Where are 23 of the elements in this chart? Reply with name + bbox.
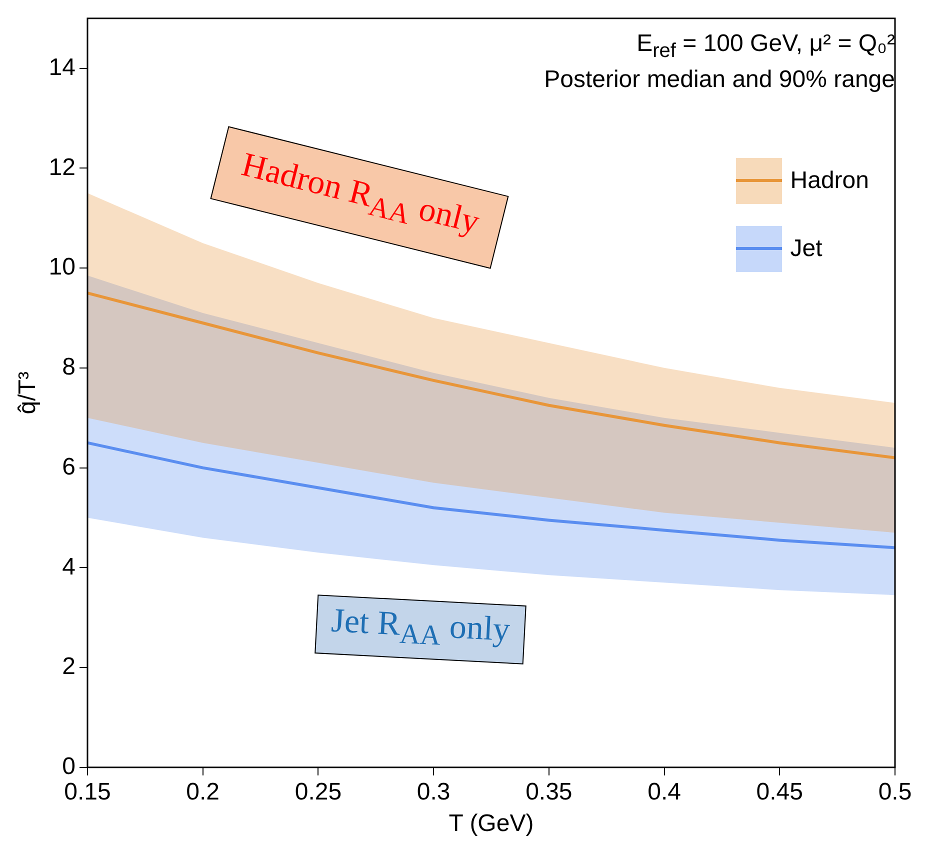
- x-tick-label: 0.45: [756, 778, 803, 806]
- x-tick-label: 0.5: [878, 778, 912, 806]
- x-axis-title: T (GeV): [448, 810, 534, 838]
- annotation: Posterior median and 90% range: [544, 66, 895, 94]
- x-tick-label: 0.3: [416, 778, 450, 806]
- x-tick-label: 0.25: [294, 778, 342, 806]
- y-tick-label: 8: [62, 354, 76, 381]
- legend-label: Jet: [790, 235, 822, 263]
- x-tick-label: 0.2: [186, 778, 220, 806]
- annotation: E$_{ref}$ = 100 GeV, μ² = Q₀²: [636, 30, 895, 63]
- annotation: Jet R$_{AA}$ only: [314, 594, 526, 664]
- x-tick-label: 0.15: [64, 778, 111, 806]
- y-axis-title: q̂/T³: [14, 372, 42, 414]
- y-tick-label: 12: [48, 154, 76, 181]
- y-tick-label: 4: [62, 553, 76, 580]
- x-tick-label: 0.4: [648, 778, 681, 806]
- y-tick-label: 14: [48, 54, 76, 81]
- y-tick-label: 6: [62, 453, 76, 480]
- y-tick-label: 2: [62, 653, 76, 680]
- x-tick-label: 0.35: [526, 778, 572, 806]
- legend-label: Hadron: [790, 167, 869, 195]
- y-tick-label: 10: [48, 254, 76, 281]
- y-tick-label: 0: [62, 753, 76, 780]
